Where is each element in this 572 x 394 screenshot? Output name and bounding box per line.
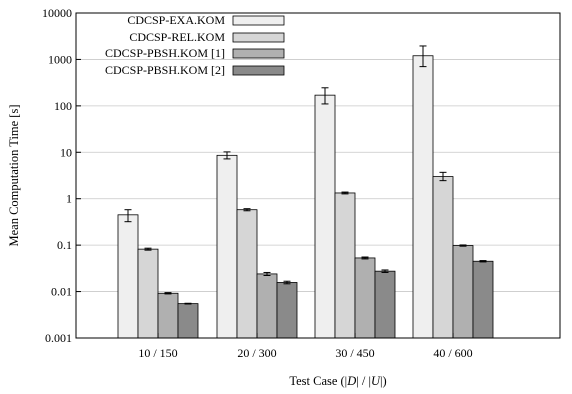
bar <box>315 95 335 338</box>
legend-swatch <box>233 66 284 75</box>
bar <box>257 274 277 338</box>
bar <box>355 258 375 338</box>
legend-swatch <box>233 33 284 42</box>
bar <box>178 304 198 338</box>
bar <box>237 210 257 338</box>
x-tick-label: 10 / 150 <box>138 346 177 360</box>
bars <box>118 56 493 338</box>
legend-label: CDCSP-EXA.KOM <box>127 13 225 27</box>
x-axis-label: Test Case (|D| / |U|) <box>289 374 386 388</box>
y-tick-label: 1000 <box>48 52 72 66</box>
bar <box>335 193 355 338</box>
y-axis-label: Mean Computation Time [s] <box>7 104 21 246</box>
x-tick-label: 30 / 450 <box>335 346 374 360</box>
bar <box>453 246 473 338</box>
x-tick-label: 20 / 300 <box>237 346 276 360</box>
y-tick-label: 0.01 <box>51 285 72 299</box>
y-tick-label: 0.001 <box>45 331 72 345</box>
bar <box>138 249 158 338</box>
y-tick-label: 10000 <box>42 6 72 20</box>
bar <box>433 177 453 338</box>
error-bar <box>185 303 192 304</box>
legend-label: CDCSP-PBSH.KOM [1] <box>105 46 225 60</box>
bar <box>217 155 237 338</box>
y-tick-label: 0.1 <box>57 238 72 252</box>
legend: CDCSP-EXA.KOM CDCSP-REL.KOM CDCSP-PBSH.KOM… <box>105 13 284 77</box>
bar <box>473 261 493 338</box>
y-tick-label: 10 <box>60 145 72 159</box>
x-tick-label: 40 / 600 <box>433 346 472 360</box>
legend-swatch <box>233 49 284 58</box>
bar <box>277 282 297 338</box>
bar <box>375 271 395 338</box>
bar <box>118 215 138 338</box>
y-ticks: 0.001 0.01 0.1 1 10 100 1000 10000 <box>42 6 81 345</box>
bar <box>158 293 178 338</box>
y-tick-label: 1 <box>66 192 72 206</box>
legend-swatch <box>233 16 284 25</box>
bar <box>413 56 433 338</box>
y-tick-label: 100 <box>54 99 72 113</box>
legend-label: CDCSP-PBSH.KOM [2] <box>105 63 225 77</box>
legend-label: CDCSP-REL.KOM <box>129 30 225 44</box>
